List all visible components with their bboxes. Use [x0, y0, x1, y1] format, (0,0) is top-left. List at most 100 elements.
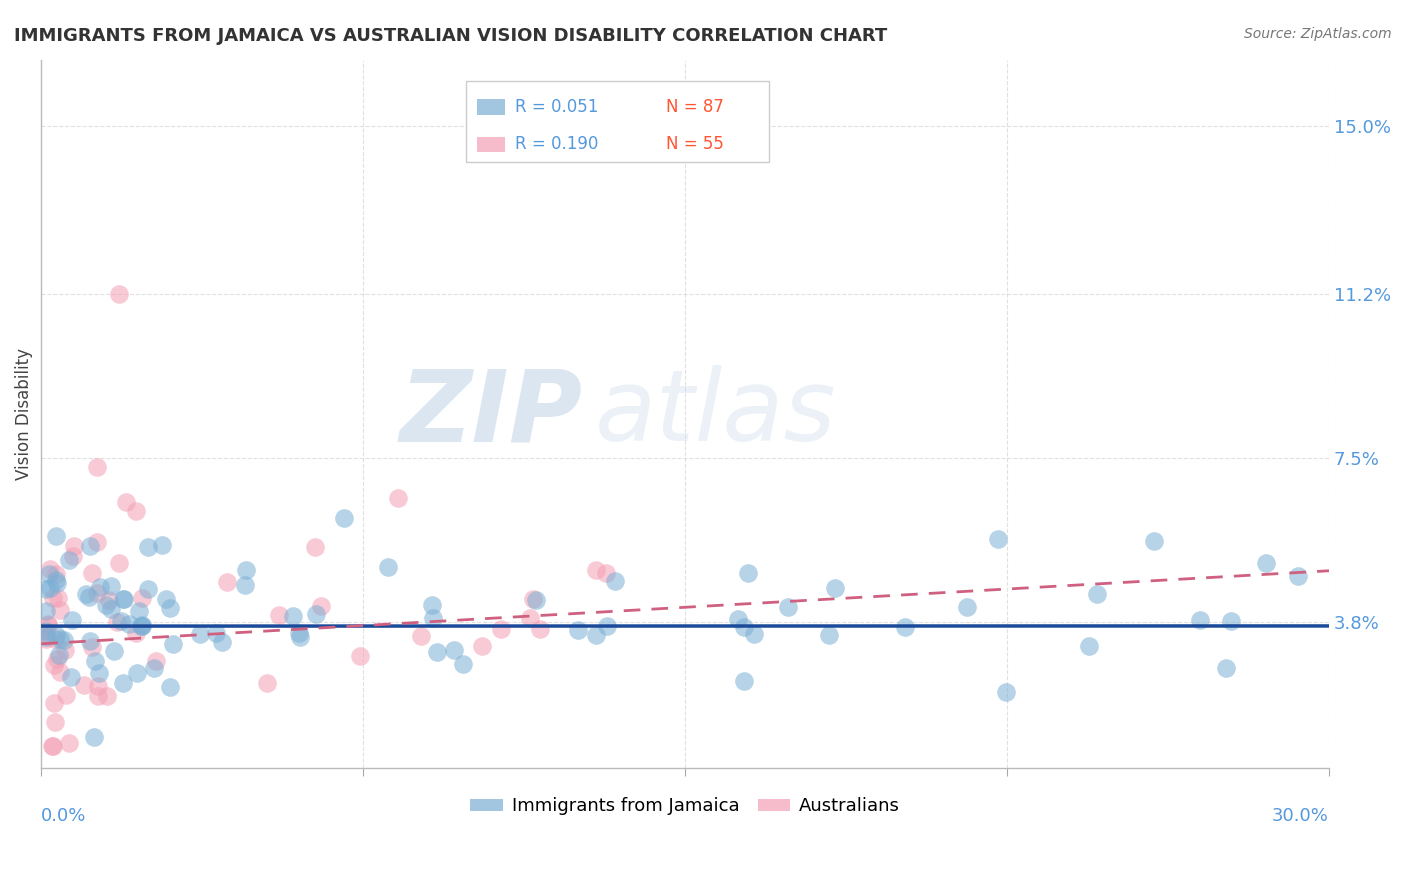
Point: [86, 534, 108, 549]
Point: [426, 645, 449, 659]
Point: [125, 504, 148, 518]
Point: [49, 665, 72, 680]
Text: Source: ZipAtlas.com: Source: ZipAtlas.com: [1244, 27, 1392, 41]
Point: [131, 619, 153, 633]
Text: R = 0.051: R = 0.051: [515, 98, 599, 116]
Point: [136, 540, 159, 554]
Point: [159, 600, 181, 615]
Point: [100, 602, 122, 616]
Point: [451, 657, 474, 671]
Point: [522, 592, 544, 607]
Point: [894, 620, 917, 634]
Legend: Immigrants from Jamaica, Australians: Immigrants from Jamaica, Australians: [463, 790, 907, 822]
Point: [742, 627, 765, 641]
Point: [143, 661, 166, 675]
Point: [44, 632, 66, 647]
Point: [86, 586, 108, 600]
Point: [204, 626, 226, 640]
Point: [737, 566, 759, 581]
Point: [100, 579, 122, 593]
Point: [333, 511, 356, 525]
Point: [107, 287, 129, 301]
Point: [105, 615, 128, 629]
Text: 30.0%: 30.0%: [1272, 806, 1329, 824]
Point: [233, 578, 256, 592]
Point: [34, 582, 56, 596]
Point: [45, 651, 67, 665]
Point: [37, 617, 59, 632]
Point: [58, 736, 80, 750]
Text: ZIP: ZIP: [399, 365, 582, 462]
Point: [53, 632, 76, 647]
Point: [62, 549, 84, 563]
Point: [288, 630, 311, 644]
Point: [519, 610, 541, 624]
Point: [235, 563, 257, 577]
FancyBboxPatch shape: [467, 81, 769, 162]
Point: [349, 649, 371, 664]
Point: [994, 684, 1017, 698]
Point: [75, 587, 97, 601]
Point: [155, 591, 177, 606]
Point: [162, 637, 184, 651]
Point: [159, 681, 181, 695]
Point: [188, 627, 211, 641]
Point: [108, 556, 131, 570]
Point: [77, 591, 100, 605]
Point: [131, 618, 153, 632]
Point: [45, 573, 67, 587]
Bar: [477, 136, 505, 153]
Point: [86, 679, 108, 693]
Point: [79, 539, 101, 553]
Point: [46, 591, 69, 606]
Point: [529, 622, 551, 636]
Point: [603, 574, 626, 588]
Point: [44, 696, 66, 710]
Point: [86, 459, 108, 474]
Text: R = 0.190: R = 0.190: [515, 136, 599, 153]
Point: [80, 640, 103, 655]
Point: [89, 580, 111, 594]
Y-axis label: Vision Disability: Vision Disability: [15, 348, 32, 480]
Text: N = 87: N = 87: [666, 98, 724, 116]
Text: atlas: atlas: [595, 365, 837, 462]
Text: 0.0%: 0.0%: [41, 806, 87, 824]
Point: [45, 566, 67, 581]
Point: [112, 592, 135, 607]
Point: [98, 592, 121, 607]
Point: [1142, 533, 1164, 548]
Point: [80, 566, 103, 581]
Point: [128, 604, 150, 618]
Point: [48, 648, 70, 663]
Point: [117, 616, 139, 631]
Point: [824, 581, 846, 595]
Point: [41, 739, 63, 753]
Point: [595, 566, 617, 580]
Point: [585, 563, 607, 577]
Point: [1215, 661, 1237, 675]
Point: [956, 599, 979, 614]
Point: [59, 670, 82, 684]
Point: [304, 540, 326, 554]
Point: [420, 599, 443, 613]
Point: [45, 529, 67, 543]
Point: [58, 552, 80, 566]
Point: [34, 630, 56, 644]
Point: [288, 626, 311, 640]
Point: [443, 642, 465, 657]
Point: [42, 739, 65, 753]
Point: [987, 532, 1010, 546]
Text: IMMIGRANTS FROM JAMAICA VS AUSTRALIAN VISION DISABILITY CORRELATION CHART: IMMIGRANTS FROM JAMAICA VS AUSTRALIAN VI…: [14, 27, 887, 45]
Point: [1188, 613, 1211, 627]
Point: [103, 643, 125, 657]
Point: [114, 494, 136, 508]
Point: [46, 576, 69, 591]
Point: [84, 654, 107, 668]
Point: [778, 599, 800, 614]
Point: [55, 688, 77, 702]
Point: [409, 629, 432, 643]
Point: [129, 619, 152, 633]
Point: [150, 538, 173, 552]
Point: [112, 675, 135, 690]
Point: [136, 582, 159, 596]
